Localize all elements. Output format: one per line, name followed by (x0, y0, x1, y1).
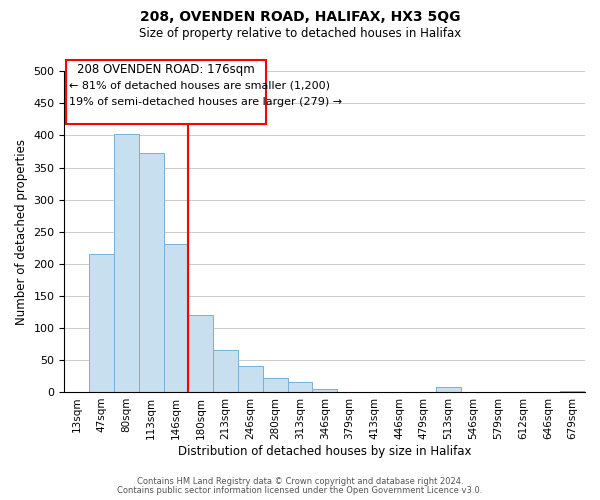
Bar (89, 254, 114, 392)
Bar (213, 350, 238, 392)
Bar (313, 389, 337, 392)
Text: 208 OVENDEN ROAD: 176sqm: 208 OVENDEN ROAD: 176sqm (77, 63, 255, 76)
Text: Contains HM Land Registry data © Crown copyright and database right 2024.: Contains HM Land Registry data © Crown c… (137, 477, 463, 486)
Bar (263, 378, 287, 392)
Text: Contains public sector information licensed under the Open Government Licence v3: Contains public sector information licen… (118, 486, 482, 495)
Text: ← 81% of detached houses are smaller (1,200): ← 81% of detached houses are smaller (1,… (70, 80, 331, 90)
Bar (436, 387, 461, 392)
Bar (139, 154, 164, 392)
Text: 208, OVENDEN ROAD, HALIFAX, HX3 5QG: 208, OVENDEN ROAD, HALIFAX, HX3 5QG (140, 10, 460, 24)
Bar (65, 60, 266, 124)
Bar (238, 366, 263, 392)
Bar (188, 315, 213, 392)
Bar (287, 382, 313, 392)
Y-axis label: Number of detached properties: Number of detached properties (15, 138, 28, 324)
Bar (560, 390, 585, 392)
Text: Size of property relative to detached houses in Halifax: Size of property relative to detached ho… (139, 28, 461, 40)
Text: 19% of semi-detached houses are larger (279) →: 19% of semi-detached houses are larger (… (70, 97, 343, 107)
X-axis label: Distribution of detached houses by size in Halifax: Distribution of detached houses by size … (178, 444, 472, 458)
Bar (114, 134, 139, 392)
Bar (164, 244, 188, 392)
